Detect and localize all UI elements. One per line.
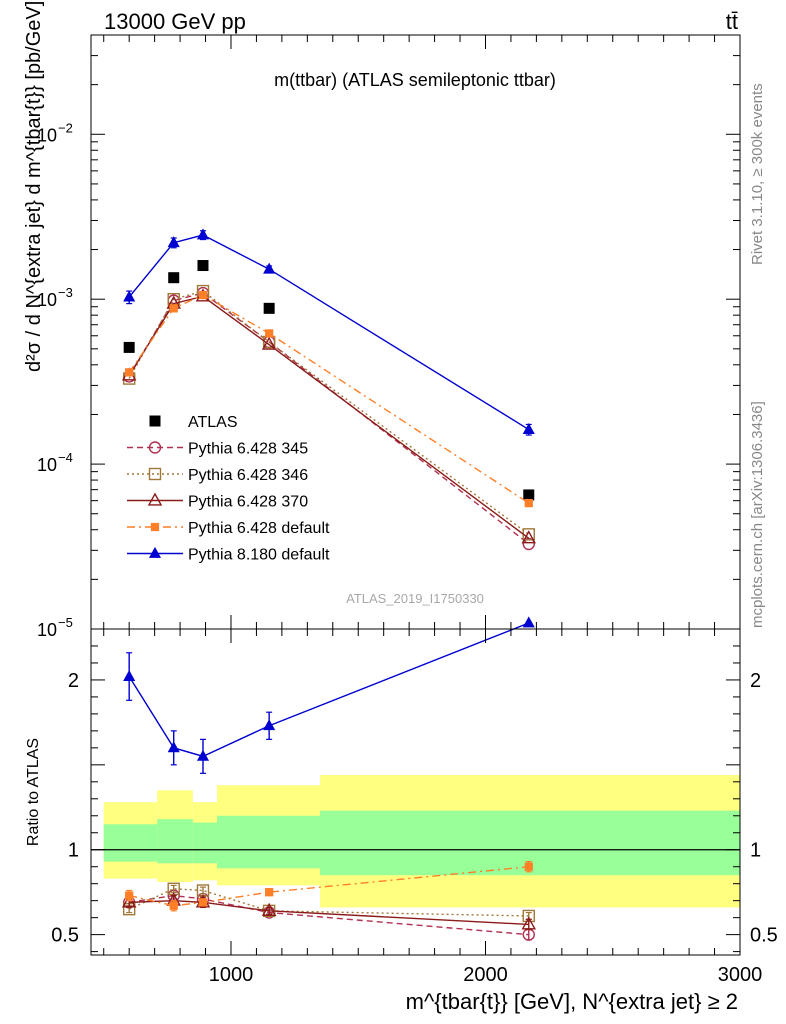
main-data-point bbox=[125, 368, 134, 377]
main-series-line bbox=[128, 234, 530, 431]
legend-label: Pythia 6.428 346 bbox=[188, 467, 308, 484]
ratio-y-tick-label-right: 0.5 bbox=[750, 925, 778, 947]
ratio-data-point bbox=[198, 898, 208, 907]
ratio-series-line bbox=[128, 622, 530, 758]
legend-entry: Pythia 8.180 default bbox=[127, 547, 330, 564]
x-tick-label: 2000 bbox=[463, 964, 508, 986]
main-data-point bbox=[167, 236, 180, 248]
main-y-tick-label: 10 bbox=[37, 620, 57, 640]
legend-marker bbox=[150, 522, 160, 532]
main-series-0 bbox=[123, 260, 535, 501]
main-series-1 bbox=[122, 286, 535, 551]
main-y-axis-label: d²σ / d N^{extra jet} d m^{tbar{t}} [pb/… bbox=[23, 1, 45, 372]
main-data-point bbox=[169, 304, 178, 313]
ratio-data-point bbox=[522, 616, 535, 628]
main-data-point bbox=[524, 498, 533, 508]
ratio-y-tick-label-right: 1 bbox=[750, 840, 761, 862]
uncertainty-band-inner bbox=[103, 824, 158, 862]
ratio-plot-frame bbox=[90, 628, 741, 956]
main-y-tick-exponent: −4 bbox=[58, 450, 73, 465]
main-data-point bbox=[123, 290, 136, 302]
main-data-point bbox=[523, 489, 535, 501]
legend-entry: Pythia 6.428 default bbox=[127, 520, 330, 537]
main-plot-panel: 10−510−410−310−2 m(ttbar) (ATLAS semilep… bbox=[23, 1, 741, 640]
main-data-point bbox=[198, 290, 208, 300]
ratio-data-point bbox=[125, 891, 134, 900]
main-y-tick-exponent: −2 bbox=[58, 120, 73, 135]
rivet-version-label: Rivet 3.1.10, ≥ 300k events bbox=[749, 83, 766, 265]
ratio-data-point bbox=[167, 741, 180, 753]
main-data-point bbox=[522, 537, 535, 551]
ratio-y-tick-label-right: 2 bbox=[750, 670, 761, 692]
mcplots-credit-label: mcplots.cern.ch [arXiv:1306.3436] bbox=[749, 401, 766, 628]
legend-marker bbox=[149, 415, 161, 427]
ratio-series-4 bbox=[123, 616, 535, 774]
legend-entry: Pythia 6.428 345 bbox=[127, 441, 308, 458]
legend-marker bbox=[148, 441, 162, 454]
legend-marker bbox=[148, 546, 162, 558]
x-tick-label: 3000 bbox=[718, 964, 763, 986]
main-data-point bbox=[263, 262, 276, 274]
legend-label: Pythia 6.428 default bbox=[188, 520, 330, 537]
main-data-point bbox=[522, 422, 535, 434]
ratio-series-3 bbox=[125, 861, 533, 912]
main-y-tick-label: 10 bbox=[37, 290, 57, 310]
legend-label: Pythia 6.428 345 bbox=[188, 441, 308, 458]
ratio-data-point bbox=[265, 888, 274, 897]
main-series-5 bbox=[123, 228, 535, 436]
legend-entry: Pythia 6.428 346 bbox=[127, 467, 308, 484]
main-data-point bbox=[261, 336, 277, 350]
main-plot-frame bbox=[90, 34, 741, 630]
ratio-data-point bbox=[169, 901, 178, 910]
header-energy-label: 13000 GeV pp bbox=[104, 9, 246, 34]
analysis-watermark: ATLAS_2019_I1750330 bbox=[346, 591, 484, 606]
main-data-point bbox=[123, 341, 135, 353]
main-y-tick-exponent: −5 bbox=[58, 615, 73, 630]
legend-label: ATLAS bbox=[188, 414, 238, 431]
ratio-y-axis-label: Ratio to ATLAS bbox=[25, 738, 42, 846]
uncertainty-band-inner bbox=[157, 819, 193, 864]
main-data-point bbox=[265, 329, 274, 338]
legend: ATLAS Pythia 6.428 345 Pythia 6.428 346 Pyt… bbox=[127, 414, 330, 564]
main-y-tick-label: 10 bbox=[37, 455, 57, 475]
main-data-point bbox=[263, 302, 275, 314]
main-series-2 bbox=[122, 284, 535, 541]
main-plot-title: m(ttbar) (ATLAS semileptonic ttbar) bbox=[274, 70, 556, 90]
ratio-y-tick-label: 0.5 bbox=[51, 925, 79, 947]
legend-marker bbox=[147, 492, 163, 506]
uncertainty-band-inner bbox=[192, 822, 217, 864]
ratio-data-point bbox=[263, 719, 276, 731]
ratio-data-point bbox=[196, 749, 210, 761]
x-tick-label: 1000 bbox=[209, 964, 254, 986]
ratio-data-point bbox=[261, 902, 277, 916]
ratio-data-point bbox=[123, 669, 136, 681]
main-y-tick-exponent: −3 bbox=[58, 285, 73, 300]
ratio-data-point bbox=[121, 894, 137, 908]
x-axis-label: m^{tbar{t}} [GeV], N^{extra jet} ≥ 2 bbox=[406, 989, 738, 1014]
main-series-4 bbox=[125, 290, 533, 508]
legend-marker bbox=[148, 467, 162, 481]
main-data-point bbox=[168, 272, 180, 284]
ratio-y-tick-label: 1 bbox=[68, 840, 79, 862]
main-data-point bbox=[197, 260, 209, 272]
legend-entry: ATLAS bbox=[149, 414, 238, 431]
legend-label: Pythia 6.428 370 bbox=[188, 494, 308, 511]
main-series-3 bbox=[121, 288, 536, 544]
ratio-data-point bbox=[521, 916, 536, 930]
ratio-data-point bbox=[524, 862, 533, 871]
legend-entry: Pythia 6.428 370 bbox=[127, 492, 308, 511]
uncertainty-band-inner bbox=[216, 815, 321, 869]
main-data-point bbox=[196, 228, 210, 240]
main-data-point bbox=[521, 530, 536, 544]
main-y-tick-label: 10 bbox=[37, 125, 57, 145]
legend-label: Pythia 8.180 default bbox=[188, 547, 330, 564]
header-process-label: tt̄ bbox=[726, 9, 738, 34]
ratio-plot-panel: 0.5 0.5 1 1 2 2 1000 2000 3000 Ratio to ATLAS m^… bbox=[25, 616, 778, 1014]
ratio-y-tick-label: 2 bbox=[68, 670, 79, 692]
